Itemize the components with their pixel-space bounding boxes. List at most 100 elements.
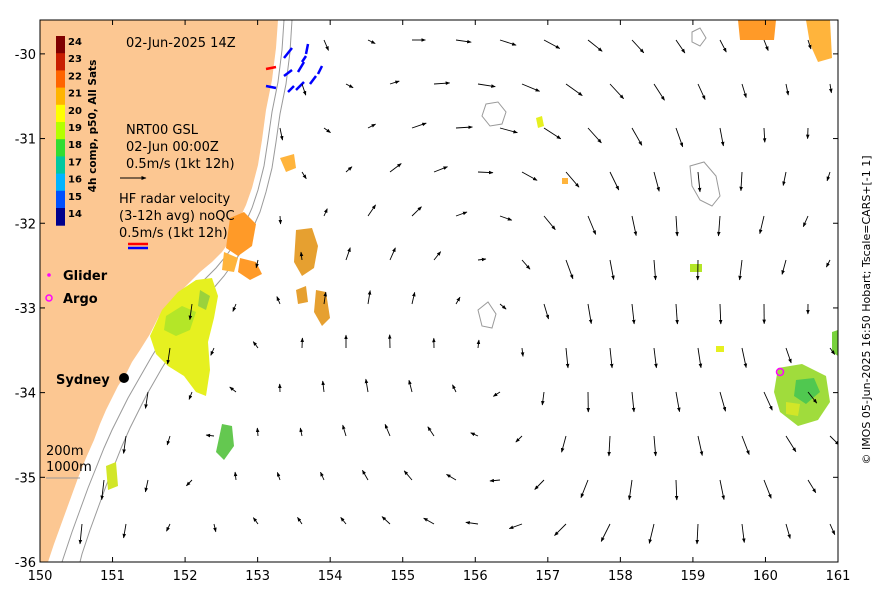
x-tick-label: 161 — [826, 569, 851, 584]
current-vector — [648, 523, 655, 544]
current-vector — [389, 80, 400, 85]
hf-vector — [283, 47, 293, 59]
current-vector — [741, 83, 747, 99]
y-tick-label: -31 — [15, 133, 36, 148]
sst-patch — [738, 20, 776, 40]
sst-colorbar: 24 23 22 21 20 19 18 17 16 15 14 — [56, 36, 82, 226]
sst-patch — [716, 346, 724, 352]
current-vector — [807, 391, 818, 404]
current-vector — [675, 39, 686, 54]
current-vector — [476, 339, 481, 349]
current-vector — [278, 215, 283, 225]
colorbar-swatch — [56, 87, 65, 106]
x-tick-label: 160 — [753, 569, 778, 584]
colorbar-tick-label: 24 — [68, 37, 82, 48]
current-vector — [543, 303, 550, 320]
seamount-contour — [481, 101, 507, 127]
hf-vector — [316, 65, 324, 75]
y-tick-label: -36 — [15, 556, 36, 571]
current-vector — [697, 435, 704, 456]
colorbar-swatch — [56, 104, 65, 123]
colorbar-tick-label: 15 — [68, 192, 82, 203]
current-vector — [166, 347, 171, 365]
x-tick-label: 151 — [100, 569, 125, 584]
colorbar-swatch — [56, 208, 65, 226]
sst-patch — [294, 228, 318, 276]
current-vector — [674, 479, 679, 501]
hf-vector — [295, 81, 305, 91]
current-vector — [389, 247, 396, 261]
current-vector — [543, 39, 561, 49]
current-vector — [323, 39, 329, 51]
current-vector — [144, 479, 149, 493]
current-vector — [323, 208, 328, 217]
current-vector — [367, 39, 376, 44]
current-vector — [587, 127, 602, 144]
y-axis: -30 -31 -32 -33 -34 -35 -36 — [15, 48, 838, 571]
current-vector — [627, 479, 633, 501]
current-vector — [719, 127, 725, 147]
colorbar-swatch — [56, 173, 65, 192]
current-vector — [741, 435, 750, 456]
hf-scale-label: 0.5m/s (1kt 12h) — [119, 226, 228, 241]
seamount-contour — [689, 161, 721, 207]
current-vector — [492, 391, 501, 397]
colorbar-tick-label: 19 — [68, 123, 82, 134]
current-vector — [565, 347, 570, 369]
seamount-contour — [477, 301, 497, 329]
current-vector — [411, 206, 422, 217]
colorbar-title: 4h comp, p50, All Sats — [87, 60, 99, 193]
y-tick-label: -34 — [15, 387, 36, 402]
current-vector — [389, 163, 402, 173]
current-vector — [499, 215, 513, 221]
current-vector — [697, 171, 702, 193]
current-vector — [321, 380, 325, 393]
current-vector — [741, 523, 746, 543]
current-vector — [367, 290, 372, 305]
current-vector — [554, 523, 567, 536]
current-vector — [452, 384, 457, 393]
gsl-time: 02-Jun 00:00Z — [126, 140, 219, 155]
hf-vector — [309, 75, 317, 85]
gsl-scale-label: 0.5m/s (1kt 12h) — [126, 157, 235, 172]
sst-patch — [832, 330, 838, 356]
sst-patch — [314, 290, 330, 326]
current-vector — [297, 517, 303, 525]
current-vector — [695, 523, 700, 545]
current-vector — [609, 171, 620, 191]
argo-legend-label: Argo — [63, 292, 98, 307]
current-vector — [255, 259, 259, 269]
current-vector — [543, 215, 556, 231]
current-vector — [697, 83, 706, 101]
sst-patch — [806, 20, 832, 62]
current-vector — [675, 127, 684, 148]
current-vector — [825, 259, 831, 268]
current-vector — [631, 391, 636, 413]
current-vector — [785, 347, 792, 364]
hf-vector — [300, 55, 308, 63]
sst-patch — [794, 378, 820, 404]
glider-legend-icon — [47, 273, 51, 277]
current-vector — [233, 471, 238, 481]
sydney-label: Sydney — [56, 373, 110, 388]
current-vector — [423, 517, 435, 525]
current-vector — [653, 435, 658, 457]
current-vector — [718, 303, 723, 325]
current-vector — [565, 171, 580, 188]
current-vector — [489, 478, 501, 483]
current-vector — [455, 125, 473, 130]
sst-patch — [296, 286, 308, 304]
current-vector — [367, 204, 376, 217]
current-vector — [508, 523, 523, 530]
current-vector — [345, 247, 351, 261]
current-vector — [565, 259, 574, 280]
current-vector — [252, 517, 259, 525]
current-vector — [758, 215, 765, 235]
current-vector — [521, 259, 531, 270]
current-vector — [763, 39, 769, 52]
current-vector — [587, 303, 593, 325]
current-vector — [433, 81, 451, 85]
sst-patch — [690, 264, 702, 272]
current-vector — [763, 391, 773, 411]
